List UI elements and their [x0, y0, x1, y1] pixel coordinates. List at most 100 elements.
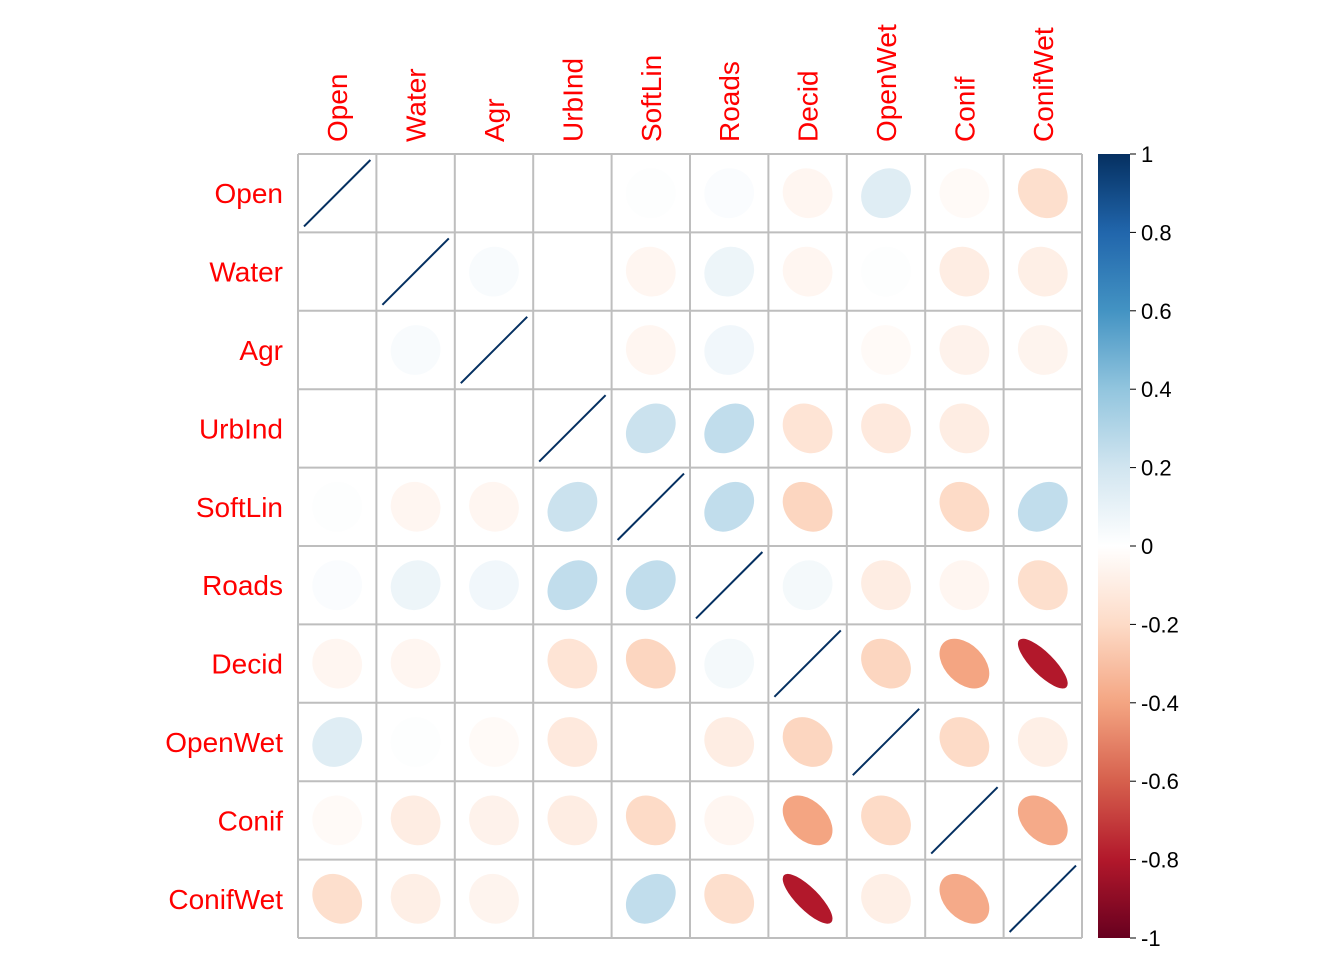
correlation-ellipse: [312, 325, 363, 375]
column-label: Conif: [949, 76, 980, 142]
correlation-ellipse: [1017, 325, 1068, 375]
correlation-ellipse: [547, 168, 598, 219]
correlation-ellipse: [704, 795, 755, 846]
correlation-ellipse: [390, 403, 441, 454]
color-legend: 1 0.8 0.6 0.4 0.2 0 -0.2 -0.4 -0.6 -0.8 -1: [1098, 142, 1179, 951]
correlation-ellipse: [939, 325, 990, 375]
row-label: Decid: [211, 649, 283, 680]
correlation-ellipse: [469, 560, 519, 611]
correlation-ellipse: [1017, 638, 1068, 689]
correlation-ellipse: [1017, 246, 1068, 297]
correlation-ellipse: [312, 403, 363, 454]
correlation-ellipse: [1017, 795, 1068, 846]
color-legend-tick-label: 1: [1141, 142, 1153, 167]
correlation-ellipse: [939, 481, 990, 532]
correlation-ellipse: [390, 717, 441, 767]
correlation-ellipse: [704, 638, 755, 689]
correlation-ellipse: [312, 481, 363, 532]
column-label: OpenWet: [871, 24, 902, 142]
correlation-ellipse: [861, 795, 911, 846]
row-label: OpenWet: [165, 727, 283, 758]
correlation-ellipse: [625, 168, 676, 219]
diagonal-line: [381, 237, 450, 306]
diagonal-line: [538, 394, 607, 463]
correlation-ellipse: [861, 873, 911, 924]
correlation-ellipse: [547, 638, 598, 689]
correlation-ellipse: [861, 325, 911, 375]
correlation-ellipse: [625, 717, 676, 767]
color-legend-tick-label: 0.2: [1141, 456, 1172, 481]
correlation-ellipse: [782, 325, 833, 375]
correlation-ellipse: [312, 638, 363, 689]
correlation-ellipse: [704, 481, 755, 532]
correlation-ellipse: [547, 873, 598, 924]
correlation-ellipse: [625, 246, 676, 297]
correlation-ellipse: [390, 168, 441, 219]
correlation-ellipse: [547, 717, 598, 767]
row-label: UrbInd: [199, 413, 283, 444]
correlation-ellipse: [469, 481, 519, 532]
correlation-ellipse: [782, 795, 833, 846]
correlation-ellipse: [312, 560, 363, 611]
column-labels: Open Water Agr UrbInd SoftLin Roads Decid OpenW…: [322, 24, 1059, 142]
correlation-ellipse: [939, 246, 990, 297]
color-legend-tick-label: 0.4: [1141, 377, 1172, 402]
row-label: Roads: [202, 570, 283, 601]
column-label: Agr: [479, 98, 510, 142]
diagonal-line: [616, 472, 685, 541]
correlation-ellipse: [469, 717, 519, 767]
correlation-ellipse: [704, 246, 755, 297]
row-label: Open: [215, 178, 284, 209]
correlation-ellipse: [1017, 560, 1068, 611]
correlation-ellipse: [939, 638, 990, 689]
row-label: Conif: [218, 805, 284, 836]
correlation-ellipse: [469, 873, 519, 924]
color-legend-tick-label: -0.2: [1141, 612, 1179, 637]
correlation-ellipse: [469, 168, 519, 219]
correlation-ellipse: [625, 325, 676, 375]
column-label: Open: [322, 74, 353, 143]
diagonal-line: [695, 551, 764, 620]
correlation-ellipse: [547, 325, 598, 375]
correlation-ellipse: [704, 873, 755, 924]
correlation-ellipse: [861, 168, 911, 219]
correlation-ellipse: [312, 873, 363, 924]
correlation-ellipse: [312, 795, 363, 846]
correlation-cells: [303, 159, 1077, 933]
correlation-ellipse: [547, 481, 598, 532]
correlation-ellipse: [861, 560, 911, 611]
correlation-ellipse: [312, 246, 363, 297]
correlation-ellipse: [939, 717, 990, 767]
correlation-ellipse: [939, 168, 990, 219]
correlation-ellipse: [390, 481, 441, 532]
correlation-ellipse: [312, 717, 363, 767]
correlation-ellipse: [1017, 717, 1068, 767]
column-label: Roads: [714, 61, 745, 142]
color-legend-tick-label: -0.6: [1141, 769, 1179, 794]
color-legend-bar: [1098, 154, 1130, 938]
grid-lines: [297, 153, 1083, 939]
column-label: SoftLin: [636, 55, 667, 142]
correlation-ellipse: [469, 795, 519, 846]
correlation-ellipse: [782, 246, 833, 297]
diagonal-line: [303, 159, 372, 228]
diagonal-line: [460, 316, 528, 384]
correlation-ellipse: [861, 638, 911, 689]
correlation-ellipse: [625, 560, 676, 611]
color-legend-tick-label: -0.8: [1141, 848, 1179, 873]
correlation-ellipse: [469, 403, 519, 454]
column-label: UrbInd: [557, 58, 588, 142]
correlation-ellipse: [939, 403, 990, 454]
correlation-ellipse: [861, 246, 911, 297]
correlation-ellipse: [704, 168, 755, 219]
color-legend-tick-label: -0.4: [1141, 691, 1179, 716]
correlation-ellipse: [782, 717, 833, 767]
correlation-ellipse: [782, 168, 833, 219]
correlation-ellipse: [390, 325, 441, 375]
correlation-ellipse: [547, 795, 598, 846]
column-label: Decid: [793, 70, 824, 142]
correlation-ellipse: [861, 403, 911, 454]
row-label: Water: [209, 257, 283, 288]
row-label: SoftLin: [196, 492, 283, 523]
